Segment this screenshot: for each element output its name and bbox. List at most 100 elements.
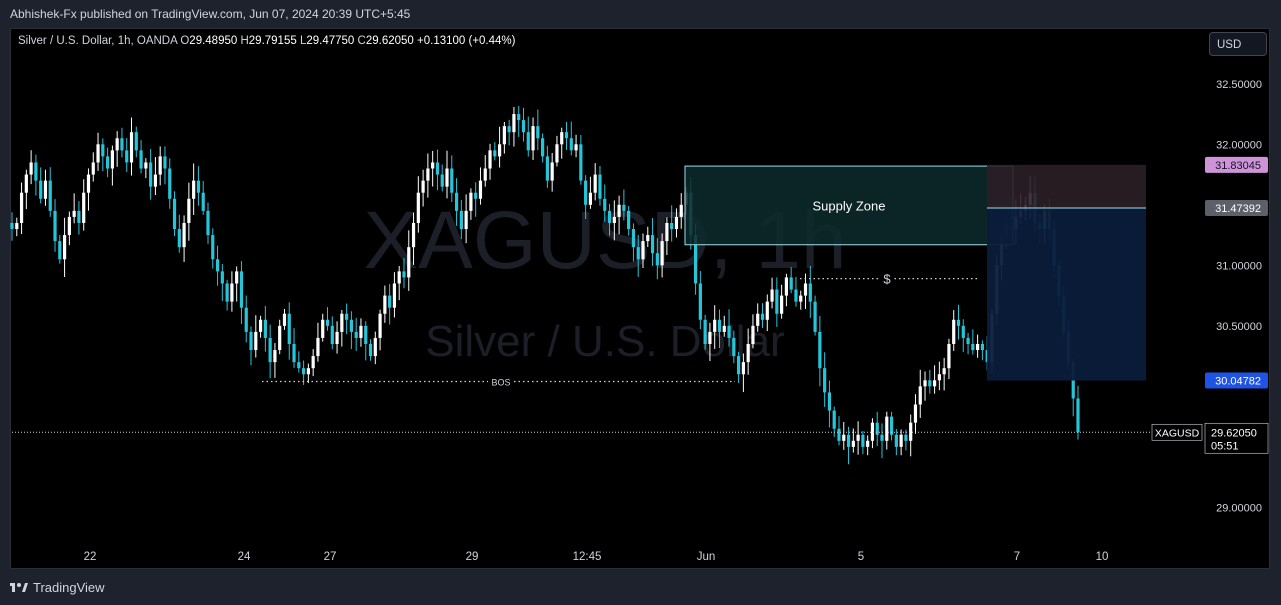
candle <box>713 305 717 349</box>
candle <box>741 353 745 393</box>
candle <box>708 322 712 362</box>
x-tick-label: 10 <box>1096 551 1109 563</box>
candle <box>564 121 569 150</box>
candle <box>182 215 186 262</box>
candle <box>512 107 516 147</box>
candle <box>751 314 755 349</box>
candle <box>894 428 898 456</box>
candle <box>153 157 158 196</box>
candle <box>67 211 71 246</box>
candle <box>163 146 167 185</box>
candle <box>502 122 506 154</box>
last-price-tag: 29.62050 <box>1211 427 1257 439</box>
candle <box>91 152 95 182</box>
x-tick-label: 5 <box>858 551 864 563</box>
candle <box>650 218 655 266</box>
y-tick-label: 31.00000 <box>1216 260 1262 272</box>
candle <box>889 411 894 441</box>
candle <box>851 428 855 453</box>
candle <box>784 273 789 307</box>
y-tick-label: 32.50000 <box>1216 79 1262 91</box>
candle <box>149 148 153 200</box>
candle <box>225 279 229 311</box>
candle <box>311 349 315 377</box>
candle <box>392 272 397 318</box>
legend-change: +0.13100 (+0.44%) <box>417 35 516 47</box>
candle <box>631 223 636 262</box>
candle <box>445 150 449 199</box>
candle <box>526 116 530 157</box>
candle <box>789 267 793 294</box>
candle <box>980 340 984 361</box>
target-price-tag-bg <box>1205 372 1268 389</box>
candle <box>407 230 411 291</box>
candle <box>397 265 401 301</box>
candle <box>488 143 492 180</box>
candle <box>72 193 76 224</box>
candle <box>215 245 220 286</box>
candle <box>349 311 353 350</box>
candle <box>937 361 941 391</box>
publisher-bar: Abhishek-Fx published on TradingView.com… <box>0 0 1281 28</box>
candle <box>440 164 444 192</box>
candle <box>923 371 927 401</box>
candle <box>593 163 597 201</box>
supply-zone-box <box>684 165 1014 246</box>
candle <box>909 414 913 457</box>
last-symbol-tag-bg <box>1151 423 1203 441</box>
candle <box>435 149 440 191</box>
candle <box>263 305 267 352</box>
candle <box>416 176 420 233</box>
symbol-legend: Silver / U.S. Dollar, 1h, OANDA O29.4895… <box>18 35 516 47</box>
candle <box>469 188 473 220</box>
entry-price-tag: 31.47392 <box>1215 203 1261 215</box>
candle <box>177 214 181 253</box>
candle <box>378 309 382 351</box>
liquidity-label: $ <box>883 272 891 287</box>
candle <box>282 308 287 330</box>
legend-close: 29.62050 <box>365 35 414 47</box>
candle <box>287 302 291 360</box>
currency-button[interactable]: USD <box>1209 32 1267 56</box>
candle <box>545 145 549 188</box>
liquidity-label-bg <box>880 270 894 287</box>
candle <box>607 203 612 236</box>
legend-title: Silver / U.S. Dollar, 1h, OANDA <box>18 35 178 47</box>
candle <box>756 303 760 332</box>
candle <box>842 421 846 450</box>
footer-brand[interactable]: TradingView <box>10 578 105 596</box>
candle <box>129 117 134 176</box>
y-tick-label: 30.50000 <box>1216 321 1262 333</box>
candle <box>454 178 459 226</box>
candle <box>899 429 903 456</box>
candle <box>192 163 196 215</box>
candle <box>612 200 616 241</box>
candle <box>574 134 578 158</box>
candle <box>698 270 702 329</box>
candle <box>106 147 110 178</box>
candle <box>617 195 621 235</box>
candle <box>29 150 33 185</box>
candle <box>569 121 573 156</box>
x-tick-label: 22 <box>84 551 97 563</box>
stop-price-tag: 31.83045 <box>1215 160 1261 172</box>
candle <box>211 228 215 269</box>
candle <box>24 169 28 210</box>
candle <box>340 309 344 347</box>
candle <box>880 423 884 459</box>
candle <box>976 334 980 358</box>
candle <box>598 165 602 206</box>
candle <box>120 127 124 158</box>
candle <box>732 330 736 364</box>
candle <box>646 226 650 248</box>
candle <box>866 435 870 456</box>
candle <box>235 266 239 302</box>
candle <box>913 394 918 434</box>
candle <box>918 369 922 418</box>
candle <box>588 176 593 209</box>
candle <box>43 169 48 206</box>
candle <box>421 169 425 207</box>
candle <box>301 360 306 385</box>
candle <box>82 179 86 231</box>
